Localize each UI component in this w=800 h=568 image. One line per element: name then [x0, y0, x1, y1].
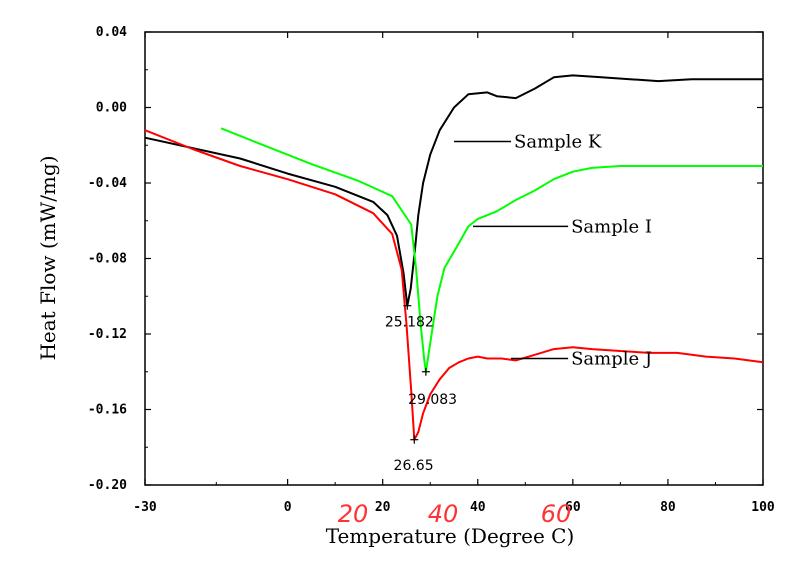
series-line-sample-j	[144, 129, 764, 441]
series-line-sample-i	[220, 127, 763, 373]
peak-label: 26.65	[394, 458, 434, 474]
x-tick-label: 60	[565, 500, 581, 515]
peak-label: 29.083	[408, 392, 457, 408]
series-line-sample-k	[144, 74, 763, 307]
x-tick-label: -30	[133, 500, 157, 515]
x-tick-label: 100	[751, 500, 775, 515]
y-tick-label: -0.08	[88, 252, 127, 267]
y-tick-label: 0.04	[96, 25, 127, 40]
x-tick-label: 80	[660, 500, 676, 515]
y-tick-label: 0.00	[96, 101, 127, 116]
series-label: Sample J	[571, 349, 652, 370]
x-axis: -30 0 20 40 60 80 100	[133, 32, 775, 515]
y-tick-label: -0.16	[88, 403, 127, 418]
handwritten-label-40: 40	[428, 500, 459, 528]
y-tick-label: -0.20	[88, 478, 127, 493]
x-tick-label: 20	[375, 500, 391, 515]
peak-label: 25.182	[385, 314, 434, 330]
series-lines	[144, 74, 764, 441]
peak-labels: 25.182 29.083 26.65	[385, 301, 457, 474]
series-labels: Sample K Sample I Sample J	[454, 131, 652, 370]
y-tick-label: -0.04	[88, 176, 127, 191]
handwritten-annotations: 20 40 60	[338, 500, 572, 528]
series-label: Sample I	[571, 216, 652, 237]
handwritten-label-60: 60	[541, 500, 572, 528]
y-axis: 0.04 0.00 -0.04 -0.08 -0.12 -0.16 -0.20	[88, 25, 763, 493]
x-axis-title: Temperature (Degree C)	[326, 524, 575, 548]
y-tick-label: -0.12	[88, 327, 127, 342]
handwritten-label-20: 20	[338, 500, 369, 528]
series-label: Sample K	[514, 131, 602, 152]
x-tick-label: 40	[470, 500, 486, 515]
x-tick-label: 0	[284, 500, 292, 515]
y-axis-title: Heat Flow (mW/mg)	[36, 155, 60, 360]
